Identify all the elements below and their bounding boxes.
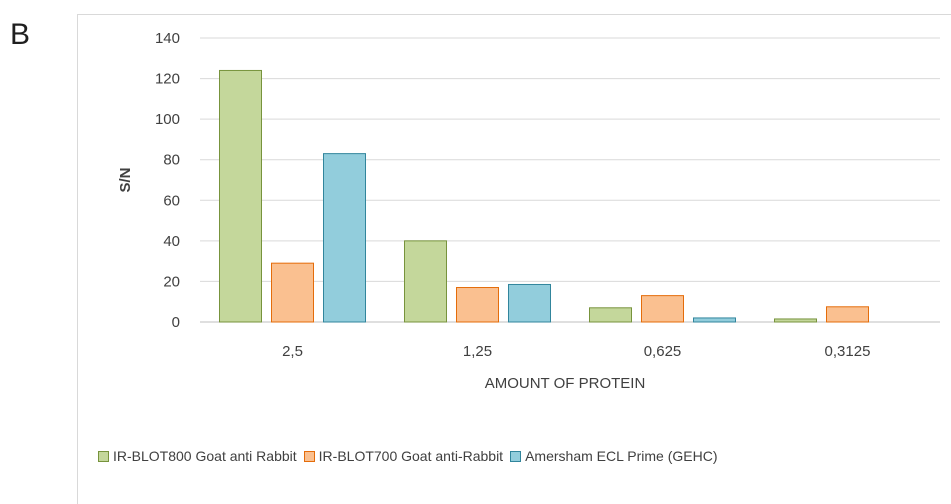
x-tick-label: 0,3125 xyxy=(825,343,871,360)
legend-item: IR-BLOT700 Goat anti-Rabbit xyxy=(303,448,504,464)
bar xyxy=(693,317,736,323)
y-axis-title: S/N xyxy=(117,167,134,192)
y-tick-label: 120 xyxy=(155,71,180,88)
y-tick-label: 140 xyxy=(155,30,180,47)
bar xyxy=(271,262,314,323)
y-tick-label: 0 xyxy=(172,314,180,331)
legend-swatch xyxy=(303,450,315,462)
legend-label: IR-BLOT800 Goat anti Rabbit xyxy=(113,448,297,464)
y-tick-label: 100 xyxy=(155,111,180,128)
x-axis-title: AMOUNT OF PROTEIN xyxy=(485,375,646,392)
bar xyxy=(774,318,817,323)
x-tick-labels: 2,5 1,25 0,625 0,3125 xyxy=(282,343,870,360)
x-tick-label: 1,25 xyxy=(463,343,492,360)
y-tick-label: 60 xyxy=(163,192,180,209)
bar xyxy=(323,153,366,323)
bar xyxy=(826,306,869,323)
legend-label: Amersham ECL Prime (GEHC) xyxy=(525,448,718,464)
bar xyxy=(641,295,684,323)
bar xyxy=(404,240,447,323)
bar-chart: 0 20 40 60 80 100 120 140 2,5 1,25 0,625 0,3125 AM… xyxy=(117,30,940,392)
panel-label: B xyxy=(10,18,31,51)
y-tick-label: 20 xyxy=(163,273,180,290)
chart-frame xyxy=(77,14,951,504)
bar xyxy=(508,283,551,323)
bar xyxy=(456,287,499,323)
x-tick-label: 2,5 xyxy=(282,343,303,360)
legend-item: IR-BLOT800 Goat anti Rabbit xyxy=(98,448,297,464)
bar xyxy=(219,69,262,323)
legend-swatch xyxy=(510,450,522,462)
bar xyxy=(589,307,632,323)
y-tick-labels: 0 20 40 60 80 100 120 140 xyxy=(155,30,180,331)
legend: IR-BLOT800 Goat anti Rabbit IR-BLOT700 Go… xyxy=(98,448,724,464)
bars xyxy=(219,69,869,323)
y-tick-label: 80 xyxy=(163,152,180,169)
legend-label: IR-BLOT700 Goat anti-Rabbit xyxy=(318,448,504,464)
x-tick-label: 0,625 xyxy=(644,343,682,360)
legend-swatch xyxy=(98,450,109,462)
legend-item: Amersham ECL Prime (GEHC) xyxy=(510,448,717,464)
y-tick-label: 40 xyxy=(163,233,180,250)
